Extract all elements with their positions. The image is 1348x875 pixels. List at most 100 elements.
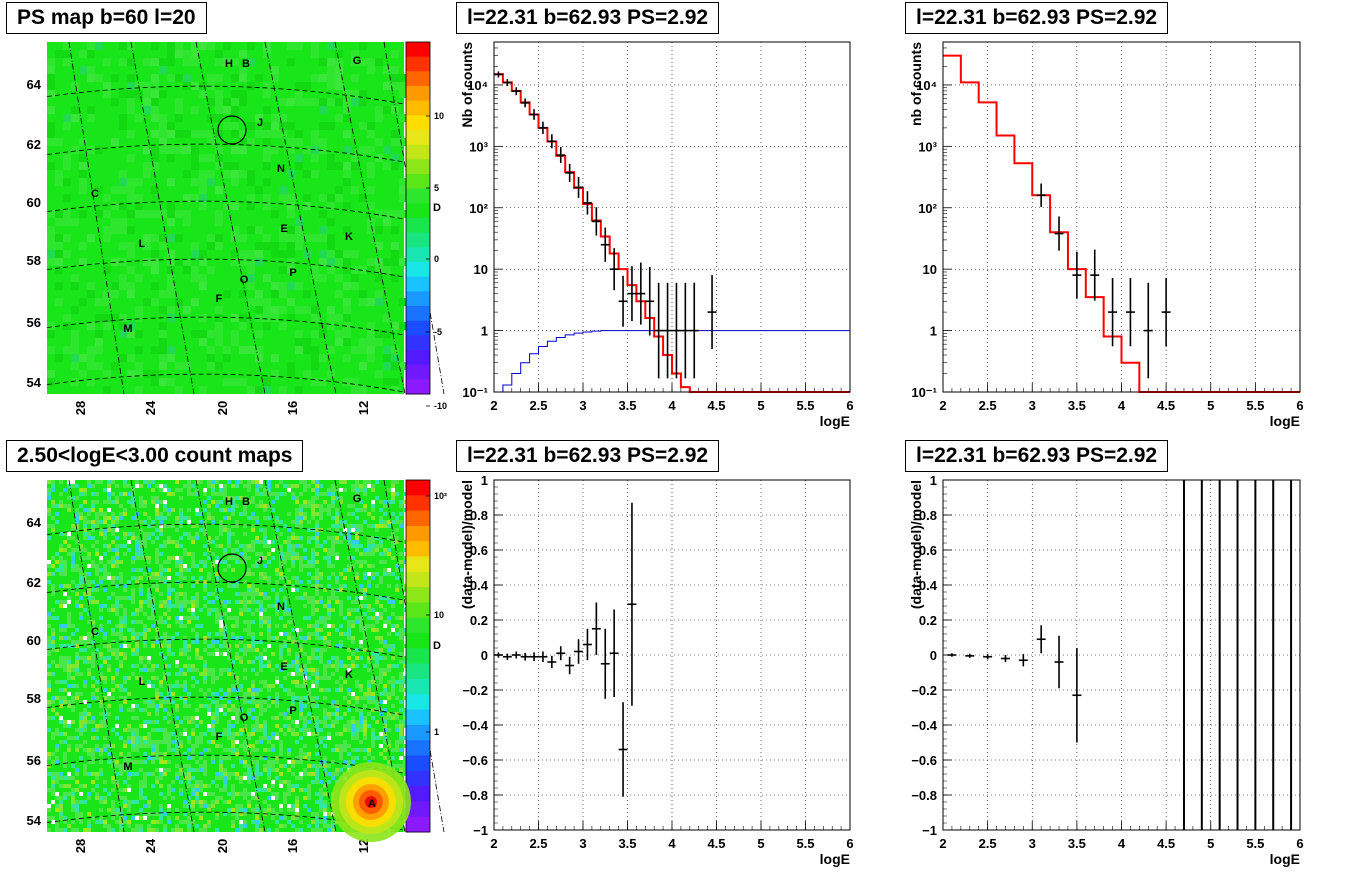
map-pixel <box>71 338 79 346</box>
map-pixel <box>63 644 67 648</box>
x-tick-label: 4 <box>1118 398 1126 413</box>
map-pixel <box>347 512 351 516</box>
latitude-tick-label: 54 <box>27 813 42 828</box>
map-pixel <box>155 516 159 520</box>
map-pixel <box>59 568 63 572</box>
map-pixel <box>91 652 95 656</box>
map-pixel <box>151 640 155 644</box>
map-pixel <box>295 386 303 394</box>
map-pixel <box>167 154 175 162</box>
map-pixel <box>263 768 267 772</box>
map-pixel <box>127 484 131 488</box>
map-pixel <box>291 492 295 496</box>
map-pixel <box>375 628 379 632</box>
map-pixel <box>107 692 111 696</box>
map-pixel <box>103 528 107 532</box>
map-pixel <box>47 572 51 576</box>
map-pixel <box>371 708 375 712</box>
map-pixel <box>295 82 303 90</box>
map-pixel <box>215 816 219 820</box>
map-pixel <box>203 488 207 492</box>
map-pixel <box>299 544 303 548</box>
map-pixel <box>175 50 183 58</box>
map-pixel <box>327 266 335 274</box>
map-pixel <box>251 760 255 764</box>
map-pixel <box>263 680 267 684</box>
x-tick-label: 5.5 <box>1246 398 1264 413</box>
map-pixel <box>251 680 255 684</box>
longitude-line <box>68 479 125 833</box>
colorbar-step <box>406 786 430 802</box>
map-pixel <box>47 704 51 708</box>
map-pixel <box>127 98 135 106</box>
map-pixel <box>367 584 371 588</box>
map-pixel <box>47 512 51 516</box>
map-pixel <box>219 600 223 604</box>
map-pixel <box>279 552 283 556</box>
map-pixel <box>251 648 255 652</box>
map-pixel <box>319 720 323 724</box>
source-label: L <box>139 238 146 250</box>
map-pixel <box>287 784 291 788</box>
map-pixel <box>79 784 83 788</box>
map-pixel <box>215 772 219 776</box>
map-pixel <box>207 242 215 250</box>
map-pixel <box>135 346 143 354</box>
map-pixel <box>243 760 247 764</box>
map-pixel <box>375 704 379 708</box>
map-pixel <box>135 732 139 736</box>
map-pixel <box>131 492 135 496</box>
map-pixel <box>183 362 191 370</box>
map-pixel <box>163 828 167 832</box>
map-pixel <box>271 66 279 74</box>
map-pixel <box>287 314 295 322</box>
map-pixel <box>403 656 407 660</box>
map-pixel <box>167 282 175 290</box>
map-pixel <box>367 752 371 756</box>
map-pixel <box>387 632 391 636</box>
map-pixel <box>239 290 247 298</box>
map-pixel <box>147 532 151 536</box>
map-pixel <box>391 688 395 692</box>
map-pixel <box>383 524 387 528</box>
map-pixel <box>211 760 215 764</box>
map-pixel <box>147 804 151 808</box>
map-pixel <box>323 760 327 764</box>
map-pixel <box>327 504 331 508</box>
map-pixel <box>151 668 155 672</box>
map-pixel <box>87 512 91 516</box>
map-pixel <box>363 604 367 608</box>
map-pixel <box>47 764 51 768</box>
map-pixel <box>259 632 263 636</box>
map-pixel <box>327 732 331 736</box>
map-pixel <box>163 640 167 644</box>
map-pixel <box>207 808 211 812</box>
map-pixel <box>95 776 99 780</box>
map-pixel <box>143 636 147 640</box>
map-pixel <box>179 544 183 548</box>
map-pixel <box>327 556 331 560</box>
map-pixel <box>159 812 163 816</box>
map-pixel <box>319 788 323 792</box>
map-pixel <box>343 114 351 122</box>
longitude-tick-label: 16 <box>285 401 300 415</box>
map-pixel <box>111 728 115 732</box>
map-pixel <box>287 170 295 178</box>
map-pixel <box>371 508 375 512</box>
map-pixel <box>167 576 171 580</box>
map-pixel <box>119 114 127 122</box>
map-pixel <box>187 720 191 724</box>
map-pixel <box>395 724 399 728</box>
map-pixel <box>403 708 407 712</box>
map-pixel <box>399 748 403 752</box>
map-pixel <box>387 568 391 572</box>
map-pixel <box>59 772 63 776</box>
map-pixel <box>347 648 351 652</box>
map-pixel <box>119 764 123 768</box>
map-pixel <box>183 812 187 816</box>
map-pixel <box>207 740 211 744</box>
map-pixel <box>59 696 63 700</box>
map-pixel <box>147 744 151 748</box>
map-pixel <box>283 492 287 496</box>
map-pixel <box>211 652 215 656</box>
